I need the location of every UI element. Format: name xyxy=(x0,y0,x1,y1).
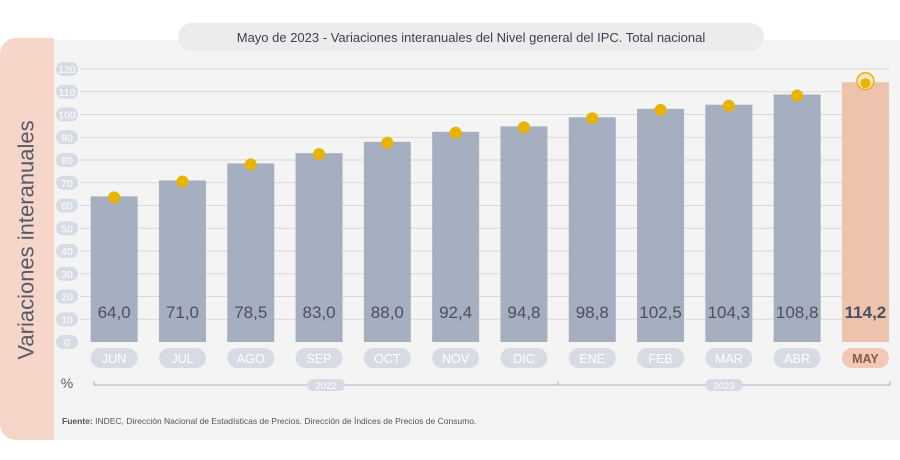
y-tick-pill xyxy=(56,244,78,258)
data-dot xyxy=(517,121,530,134)
bar xyxy=(363,141,411,342)
data-dot xyxy=(791,89,804,102)
y-tick-label: 110 xyxy=(59,87,76,99)
data-dot xyxy=(381,136,394,149)
data-label: 71,0 xyxy=(166,303,199,322)
category-pill xyxy=(432,348,480,368)
data-label: 98,8 xyxy=(576,303,609,322)
category-label: MAY xyxy=(852,352,879,366)
y-tick-pill xyxy=(56,312,78,327)
category-label: FEB xyxy=(648,352,672,366)
side-panel xyxy=(0,38,54,440)
source-label: Fuente: xyxy=(62,416,93,426)
data-label: 83,0 xyxy=(303,303,336,322)
data-label: 92,4 xyxy=(439,303,472,322)
category-pill xyxy=(637,348,685,368)
bar xyxy=(568,117,616,342)
data-dot xyxy=(722,99,735,112)
unit-label: % xyxy=(61,375,73,391)
category-pill xyxy=(227,348,275,368)
data-label: 94,8 xyxy=(507,303,540,322)
category-label: ENE xyxy=(579,352,605,366)
year-label: 2022 xyxy=(315,381,336,392)
bar xyxy=(841,82,889,342)
data-dot xyxy=(449,126,462,139)
y-tick-pill xyxy=(56,153,78,167)
y-tick-pill xyxy=(56,107,78,122)
y-tick-pill xyxy=(56,84,78,99)
year-pill xyxy=(705,379,744,391)
data-label: 104,3 xyxy=(708,303,751,322)
y-tick-label: 40 xyxy=(61,246,73,258)
data-dot xyxy=(860,78,871,89)
chart-title: Mayo de 2023 - Variaciones interanuales … xyxy=(178,23,764,51)
category-pill xyxy=(500,348,548,368)
category-label: JUL xyxy=(171,352,193,366)
data-label: 114,2 xyxy=(845,303,887,322)
category-pill xyxy=(363,348,411,368)
year-label: 2023 xyxy=(713,381,734,392)
data-dot xyxy=(654,103,667,116)
y-tick-label: 10 xyxy=(61,314,73,326)
bar xyxy=(158,180,206,342)
y-tick-pill xyxy=(56,62,78,76)
bar xyxy=(227,163,275,342)
category-pill xyxy=(705,348,753,368)
data-dot xyxy=(176,175,189,188)
data-dot xyxy=(244,158,257,171)
data-label: 78,5 xyxy=(234,303,267,322)
category-label: ABR xyxy=(784,352,810,366)
y-tick-label: 20 xyxy=(61,292,73,304)
y-tick-label: 80 xyxy=(61,155,73,167)
category-pill xyxy=(568,348,616,368)
data-label: 64,0 xyxy=(98,303,131,322)
data-label: 108,8 xyxy=(776,303,819,322)
category-pill xyxy=(90,348,138,368)
bar xyxy=(500,126,548,342)
y-tick-pill xyxy=(56,198,78,213)
data-label: 88,0 xyxy=(371,303,404,322)
category-label: DIC xyxy=(513,352,535,366)
category-pill xyxy=(158,348,206,368)
y-tick-label: 120 xyxy=(58,64,76,76)
y-tick-label: 100 xyxy=(58,110,76,122)
category-pill xyxy=(841,348,889,368)
y-tick-label: 30 xyxy=(61,269,73,281)
y-tick-pill xyxy=(56,335,78,349)
category-label: MAR xyxy=(715,352,743,366)
category-label: JUN xyxy=(102,352,126,366)
y-tick-label: 70 xyxy=(61,178,73,190)
y-tick-pill xyxy=(56,266,78,281)
category-label: OCT xyxy=(374,352,401,366)
category-label: AGO xyxy=(237,352,265,366)
category-pill xyxy=(295,348,343,368)
bar xyxy=(705,104,753,342)
y-tick-label: 0 xyxy=(64,337,70,349)
y-tick-pill xyxy=(56,221,78,236)
category-label: NOV xyxy=(442,352,470,366)
y-tick-pill xyxy=(56,175,78,190)
y-tick-pill xyxy=(56,289,78,304)
year-pill xyxy=(307,379,346,391)
y-tick-label: 60 xyxy=(61,201,73,213)
y-tick-label: 50 xyxy=(61,223,73,235)
bar xyxy=(90,196,138,342)
y-tick-pill xyxy=(56,130,78,145)
bar xyxy=(295,153,343,342)
bar xyxy=(432,131,480,342)
data-dot xyxy=(313,148,326,161)
data-dot xyxy=(586,112,599,125)
source-note: Fuente: INDEC, Dirección Nacional de Est… xyxy=(62,416,476,426)
y-tick-label: 90 xyxy=(61,132,73,144)
source-text: INDEC, Dirección Nacional de Estadística… xyxy=(95,416,477,426)
category-pill xyxy=(773,348,821,368)
data-dot xyxy=(108,191,121,204)
data-label: 102,5 xyxy=(639,303,682,322)
bar xyxy=(637,108,685,342)
category-label: SEP xyxy=(307,352,332,366)
bar xyxy=(773,94,821,342)
